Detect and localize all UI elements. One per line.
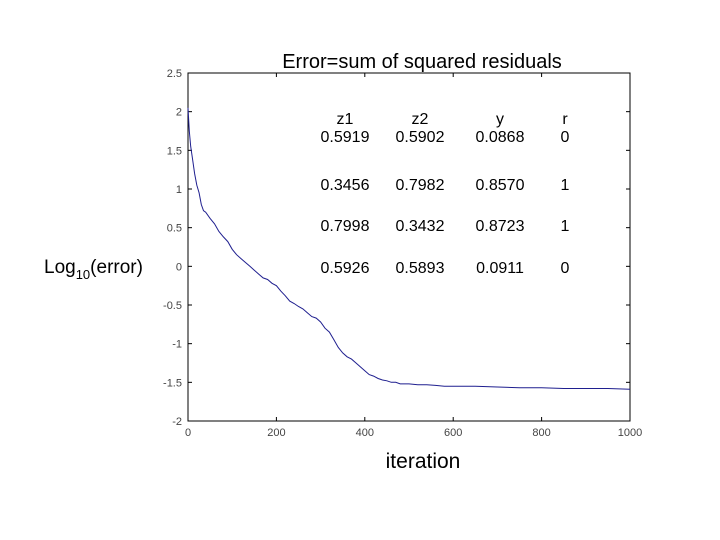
table-cell: 1 xyxy=(561,218,570,235)
y-axis-label-subscript: 10 xyxy=(76,267,90,282)
x-axis-label: iteration xyxy=(386,450,461,473)
y-tick-label: -1.5 xyxy=(163,377,182,389)
x-tick-label: 400 xyxy=(356,427,374,439)
y-axis-label-rest: (error) xyxy=(90,257,143,278)
table-cell: 0.3432 xyxy=(396,218,445,235)
y-tick-label: 2 xyxy=(176,107,182,119)
table-cell: 0.7982 xyxy=(396,177,445,194)
chart-title: Error=sum of squared residuals xyxy=(282,51,562,73)
x-tick-label: 0 xyxy=(185,427,191,439)
table-header-cell: r xyxy=(562,111,568,128)
x-tick-label: 800 xyxy=(532,427,550,439)
table-cell: 0.0868 xyxy=(476,129,525,146)
table-cell: 0.5926 xyxy=(321,260,370,277)
table-cell: 0.8723 xyxy=(476,218,525,235)
x-tick-label: 1000 xyxy=(618,427,642,439)
svg-text:Log10(error): Log10(error) xyxy=(44,257,143,282)
y-tick-label: 0.5 xyxy=(167,223,182,235)
table-cell: 0.7998 xyxy=(321,218,370,235)
table-cell: 0.0911 xyxy=(476,260,524,277)
data-table: z1 z2 y r 0.5919 0.5902 0.0868 0 0.3456 0.7982 0.8… xyxy=(321,111,570,277)
y-axis-label-main: Log xyxy=(44,257,76,278)
x-tick-label: 200 xyxy=(267,427,285,439)
table-cell: 0.8570 xyxy=(476,177,525,194)
series-line xyxy=(187,107,631,390)
y-tick-label: 1.5 xyxy=(167,145,182,157)
y-tick-label: 0 xyxy=(176,261,182,273)
y-tick-label: -0.5 xyxy=(163,300,182,312)
y-tick-label: -2 xyxy=(172,416,182,428)
plot-frame xyxy=(187,72,631,422)
table-cell: 0.3456 xyxy=(321,177,370,194)
table-header-cell: z1 xyxy=(337,111,354,128)
x-ticks: 0 200 400 600 800 1000 xyxy=(185,73,642,439)
table-cell: 1 xyxy=(561,177,570,194)
table-header-cell: y xyxy=(496,111,504,128)
table-cell: 0.5893 xyxy=(396,260,445,277)
y-tick-label: 2.5 xyxy=(167,68,182,80)
table-cell: 0.5902 xyxy=(396,129,445,146)
table-header-cell: z2 xyxy=(412,111,429,128)
y-ticks: 2.5 2 1.5 1 0.5 0 -0.5 -1 -1.5 -2 xyxy=(163,68,630,428)
x-tick-label: 600 xyxy=(444,427,462,439)
table-cell: 0 xyxy=(561,260,570,277)
table-cell: 0.5919 xyxy=(321,129,370,146)
y-tick-label: 1 xyxy=(176,184,182,196)
y-axis-label: Log10(error) xyxy=(44,257,143,282)
y-tick-label: -1 xyxy=(172,339,182,351)
table-cell: 0 xyxy=(561,129,570,146)
